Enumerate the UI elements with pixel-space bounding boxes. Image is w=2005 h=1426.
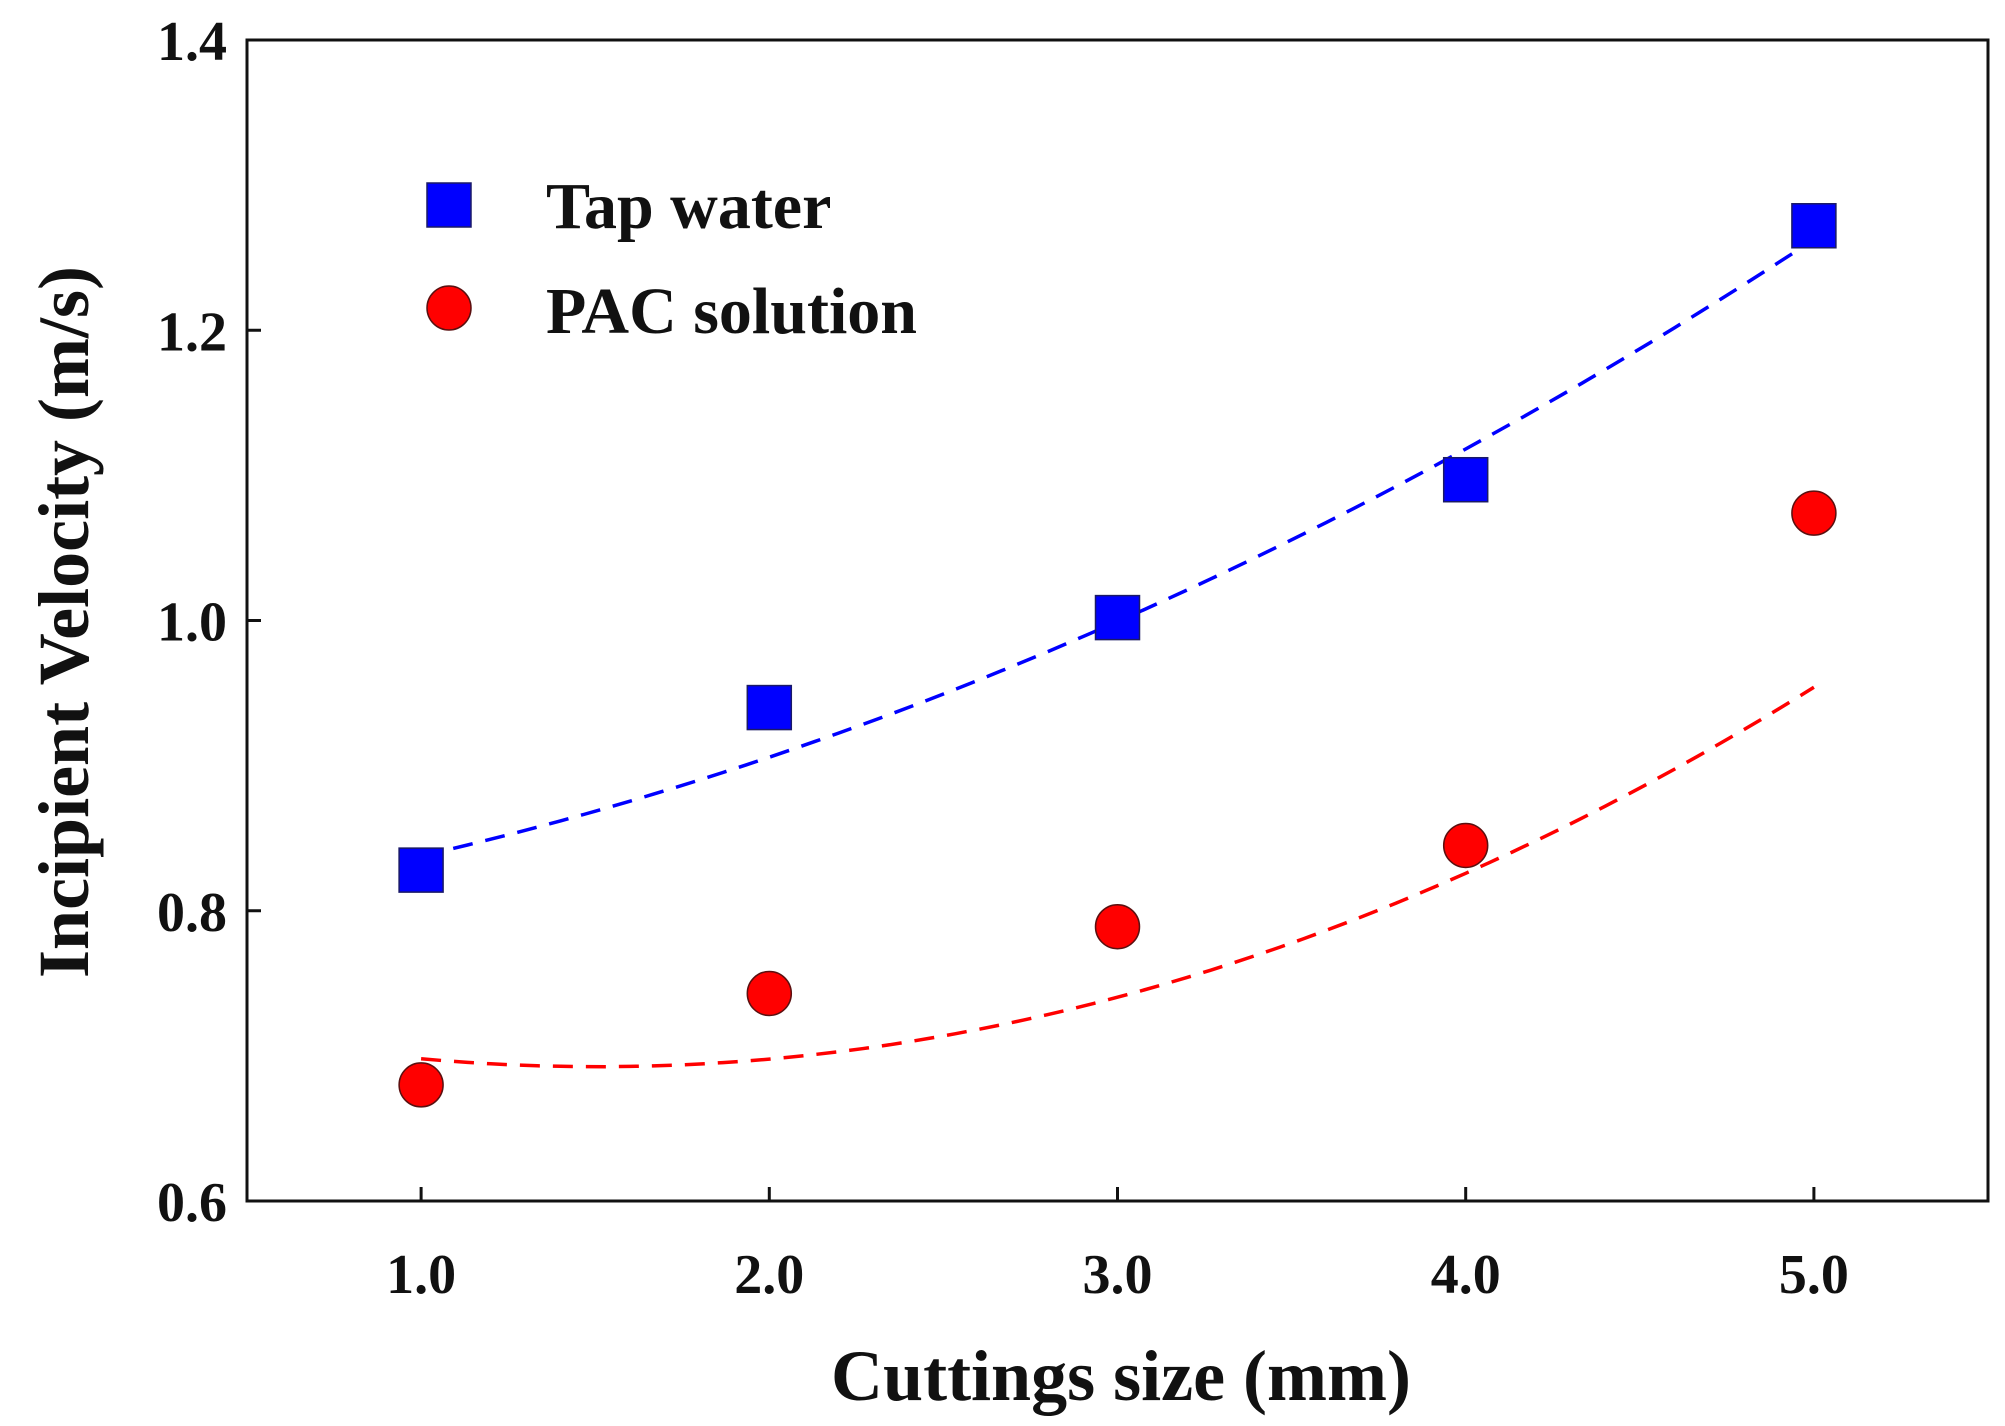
- x-tick-label: 2.0: [734, 1244, 804, 1306]
- pac-solution-point: [1094, 903, 1141, 950]
- y-tick-label: 1.2: [157, 301, 227, 363]
- pac-solution-point: [746, 970, 793, 1017]
- pac-solution-point: [1442, 822, 1489, 869]
- tap-water-point: [1791, 203, 1837, 249]
- legend: Tap water PAC solution: [426, 170, 917, 348]
- pac-solution-point: [1791, 490, 1837, 536]
- legend-label-tap-water: Tap water: [546, 170, 831, 243]
- x-axis-title: Cuttings size (mm): [831, 1336, 1411, 1416]
- x-tick-label: 3.0: [1083, 1244, 1153, 1306]
- legend-marker-tap-water: [426, 182, 472, 228]
- y-tick-label: 0.8: [157, 882, 227, 944]
- data-markers: [398, 203, 1837, 1108]
- y-axis-ticks: 0.6 0.8 1.0 1.2 1.4: [157, 11, 261, 1234]
- y-axis-title: Incipient Velocity (m/s): [24, 266, 104, 978]
- x-tick-label: 1.0: [386, 1244, 456, 1306]
- legend-label-pac-solution: PAC solution: [546, 275, 917, 348]
- y-tick-label: 1.4: [157, 11, 227, 73]
- tap-water-point: [1094, 594, 1141, 641]
- y-tick-label: 0.6: [157, 1172, 227, 1234]
- pac-solution-point: [398, 1062, 444, 1108]
- y-tick-label: 1.0: [157, 592, 227, 654]
- legend-marker-pac-solution: [426, 285, 472, 331]
- x-tick-label: 4.0: [1431, 1244, 1501, 1306]
- x-axis-ticks: 1.0 2.0 3.0 4.0 5.0: [386, 1187, 1849, 1306]
- tap-water-point: [1442, 456, 1489, 503]
- trendline-pac-solution: [420, 685, 1815, 1069]
- tap-water-point: [746, 684, 793, 731]
- tap-water-point: [398, 847, 444, 893]
- x-tick-label: 5.0: [1779, 1244, 1849, 1306]
